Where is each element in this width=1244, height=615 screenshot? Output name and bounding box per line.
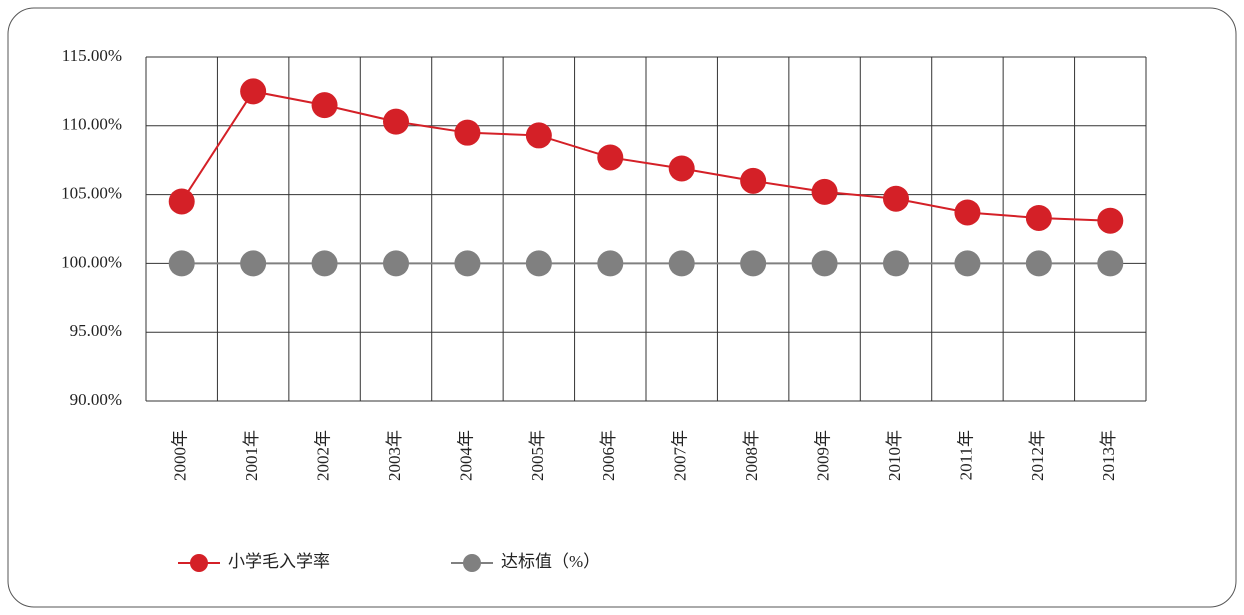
legend-marker: [190, 554, 208, 572]
x-tick-label: 2006年: [599, 430, 618, 481]
x-tick-label: 2003年: [385, 430, 404, 481]
marker: [597, 250, 624, 277]
y-tick-label: 115.00%: [62, 46, 122, 65]
frame: [7, 7, 1237, 608]
marker: [525, 122, 552, 149]
marker: [311, 92, 338, 119]
y-tick-label: 95.00%: [70, 321, 122, 340]
x-tick-label: 2004年: [456, 430, 475, 481]
marker: [383, 108, 409, 135]
x-tick-label: 2007年: [671, 430, 690, 481]
marker: [597, 144, 624, 171]
y-tick-label: 90.00%: [70, 390, 122, 409]
marker: [168, 250, 195, 277]
legend-label: 小学毛入学率: [228, 552, 330, 571]
marker: [668, 155, 695, 182]
marker: [1097, 207, 1124, 234]
x-tick-label: 2013年: [1099, 430, 1118, 481]
legend-marker: [463, 554, 481, 572]
marker: [168, 188, 195, 215]
marker: [811, 250, 838, 277]
marker: [525, 250, 552, 277]
marker: [883, 250, 909, 277]
marker: [240, 78, 267, 105]
x-tick-label: 2005年: [528, 430, 547, 481]
y-tick-label: 110.00%: [62, 115, 122, 134]
marker: [454, 119, 481, 146]
marker: [383, 250, 409, 277]
x-tick-label: 2009年: [813, 430, 832, 481]
marker: [954, 199, 981, 226]
marker: [740, 250, 767, 277]
marker: [1097, 250, 1124, 277]
marker: [883, 185, 909, 212]
y-tick-label: 100.00%: [61, 252, 122, 271]
marker: [668, 250, 695, 277]
marker: [811, 178, 838, 205]
x-tick-label: 2002年: [313, 430, 332, 481]
x-tick-label: 2010年: [885, 430, 904, 481]
marker: [454, 250, 481, 277]
x-tick-label: 2011年: [956, 430, 975, 480]
marker: [740, 167, 767, 194]
marker: [311, 250, 338, 277]
marker: [1025, 250, 1052, 277]
marker: [240, 250, 267, 277]
x-tick-label: 2008年: [742, 430, 761, 481]
marker: [1025, 204, 1052, 231]
x-tick-label: 2001年: [242, 430, 261, 481]
legend-label: 达标值（%）: [501, 552, 600, 571]
x-tick-label: 2012年: [1028, 430, 1047, 481]
y-tick-label: 105.00%: [61, 184, 122, 203]
x-tick-label: 2000年: [171, 430, 190, 481]
marker: [954, 250, 981, 277]
